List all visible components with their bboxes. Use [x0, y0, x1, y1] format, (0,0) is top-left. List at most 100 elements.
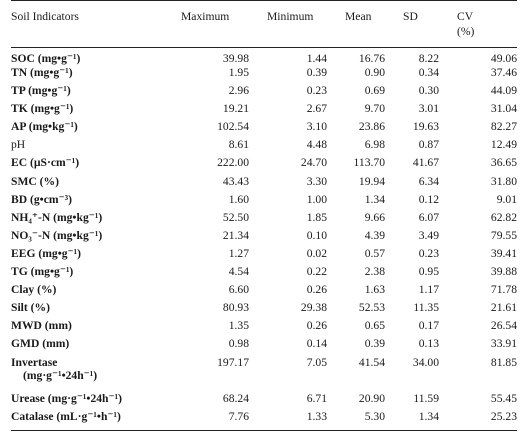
cell-sd: 0.17 [418, 319, 439, 333]
row-name: NO₃⁻-N (mg•kg⁻¹) [11, 228, 103, 242]
row-name-line1: Invertase [11, 355, 58, 369]
table-row: MWD (mm) 1.35 0.26 0.65 0.17 26.54 [11, 319, 517, 337]
row-name: Catalase (mL·g⁻¹•h⁻¹) [11, 409, 181, 431]
cell-sd: 0.95 [418, 265, 439, 279]
cell-mean: 20.90 [358, 391, 385, 405]
table-row: Clay (%) 6.60 0.26 1.63 1.17 71.78 [11, 283, 517, 301]
cell-cv: 37.46 [490, 66, 517, 79]
cell-cv: 21.61 [490, 301, 517, 315]
table-row: NH₄⁺-N (mg•kg⁻¹) 52.50 1.85 9.66 6.07 62… [11, 211, 517, 229]
cell-minimum: 29.38 [300, 301, 327, 315]
row-name-line2: (mg·g⁻¹•24h⁻¹) [23, 368, 98, 382]
row-name: EEG (mg•g⁻¹) [11, 246, 82, 260]
table-row: AP (mg•kg⁻¹) 102.54 3.10 23.86 19.63 82.… [11, 120, 517, 138]
row-name: TK (mg•g⁻¹) [11, 102, 74, 116]
cell-maximum: 222.00 [217, 156, 249, 170]
table-row: NO₃⁻-N (mg•kg⁻¹) 21.34 0.10 4.39 3.49 79… [11, 229, 517, 247]
cell-mean: 19.94 [358, 174, 385, 188]
cell-cv: 39.41 [490, 246, 517, 260]
cell-cv: 62.82 [490, 210, 517, 224]
cell-sd: 41.67 [412, 156, 439, 170]
cell-cv: 31.04 [490, 102, 517, 116]
cell-maximum: 8.61 [228, 138, 249, 152]
cell-sd: 6.34 [418, 174, 439, 188]
table-row: EEG (mg•g⁻¹) 1.27 0.02 0.57 0.23 39.41 [11, 247, 517, 265]
cell-maximum: 2.96 [228, 84, 249, 98]
cell-sd: 34.00 [412, 355, 439, 369]
cell-mean: 2.38 [364, 265, 385, 279]
cell-maximum: 0.98 [228, 337, 249, 351]
cell-maximum: 80.93 [222, 301, 249, 315]
row-name: Urease (mg·g⁻¹•24h⁻¹) [11, 391, 122, 405]
cell-minimum: 0.26 [306, 283, 327, 297]
table-row: SOC (mg•g⁻¹) 39.98 1.44 16.76 8.22 49.06 [11, 48, 517, 67]
cell-sd: 0.13 [418, 337, 439, 351]
cell-sd: 3.01 [418, 102, 439, 116]
cell-mean: 1.34 [364, 192, 385, 206]
row-name: GMD (mm) [11, 337, 70, 351]
cell-mean: 0.57 [364, 246, 385, 260]
cell-minimum: 1.00 [306, 192, 327, 206]
cell-minimum: 3.30 [306, 174, 327, 188]
cell-cv: 44.09 [490, 84, 517, 98]
cell-cv: 49.06 [490, 52, 517, 65]
cell-mean: 1.63 [364, 283, 385, 297]
cell-sd: 0.87 [418, 138, 439, 152]
cell-mean: 9.70 [364, 102, 385, 116]
row-name: Silt (%) [11, 301, 50, 315]
cell-maximum: 7.76 [181, 409, 267, 431]
cell-sd: 8.22 [418, 52, 439, 65]
header-maximum: Maximum [181, 0, 267, 48]
cell-maximum: 21.34 [222, 228, 249, 242]
table-row: pH 8.61 4.48 6.98 0.87 12.49 [11, 138, 517, 156]
cell-sd: 19.63 [412, 120, 439, 134]
cell-sd: 0.23 [418, 246, 439, 260]
cell-cv: 12.49 [490, 138, 517, 152]
cell-maximum: 52.50 [222, 210, 249, 224]
table-row: TN (mg•g⁻¹) 1.95 0.39 0.90 0.34 37.46 [11, 66, 517, 84]
cell-maximum: 1.60 [228, 192, 249, 206]
cell-minimum: 3.10 [306, 120, 327, 134]
cell-cv: 9.01 [496, 192, 517, 206]
cell-cv: 33.91 [490, 337, 517, 351]
cell-minimum: 2.67 [306, 102, 327, 116]
cell-maximum: 1.27 [228, 246, 249, 260]
soil-indicators-table: Soil Indicators Maximum Minimum Mean SD … [11, 0, 517, 431]
row-name: MWD (mm) [11, 319, 72, 333]
cell-minimum: 7.05 [306, 355, 327, 369]
cell-sd: 1.17 [418, 283, 439, 297]
cell-minimum: 1.44 [306, 52, 327, 65]
cell-minimum: 0.10 [306, 228, 327, 242]
header-row: Soil Indicators Maximum Minimum Mean SD … [11, 0, 517, 48]
cell-minimum: 0.23 [306, 84, 327, 98]
table-row: TG (mg•g⁻¹) 4.54 0.22 2.38 0.95 39.88 [11, 265, 517, 283]
header-sd: SD [403, 0, 457, 48]
cell-sd: 0.12 [418, 192, 439, 206]
cell-minimum: 6.71 [306, 391, 327, 405]
table-row: SMC (%) 43.43 3.30 19.94 6.34 31.80 [11, 175, 517, 193]
cell-cv: 36.65 [490, 156, 517, 170]
cell-sd: 11.35 [413, 301, 439, 315]
cell-minimum: 0.26 [306, 319, 327, 333]
table-header: Soil Indicators Maximum Minimum Mean SD … [11, 0, 517, 48]
table-row: Catalase (mL·g⁻¹•h⁻¹) 7.76 1.33 5.30 1.3… [11, 409, 517, 431]
cell-sd: 0.34 [418, 66, 439, 79]
header-cv-unit: (%) [457, 25, 475, 38]
cell-maximum: 1.95 [228, 66, 249, 79]
cell-mean: 52.53 [358, 301, 385, 315]
cell-minimum: 24.70 [300, 156, 327, 170]
cell-cv: 31.80 [490, 174, 517, 188]
cell-sd: 1.34 [403, 409, 457, 431]
cell-maximum: 102.54 [217, 120, 249, 134]
cell-cv: 82.27 [490, 120, 517, 134]
cell-mean: 0.39 [364, 337, 385, 351]
row-name: NH₄⁺-N (mg•kg⁻¹) [11, 210, 103, 224]
row-name: Clay (%) [11, 283, 57, 297]
cell-mean: 41.54 [358, 355, 385, 369]
cell-minimum: 1.33 [267, 409, 345, 431]
cell-cv: 79.55 [490, 228, 517, 242]
cell-sd: 0.30 [418, 84, 439, 98]
table-row: Invertase (mg·g⁻¹•24h⁻¹) 197.17 7.05 41.… [11, 356, 517, 392]
row-name: TG (mg•g⁻¹) [11, 265, 74, 279]
